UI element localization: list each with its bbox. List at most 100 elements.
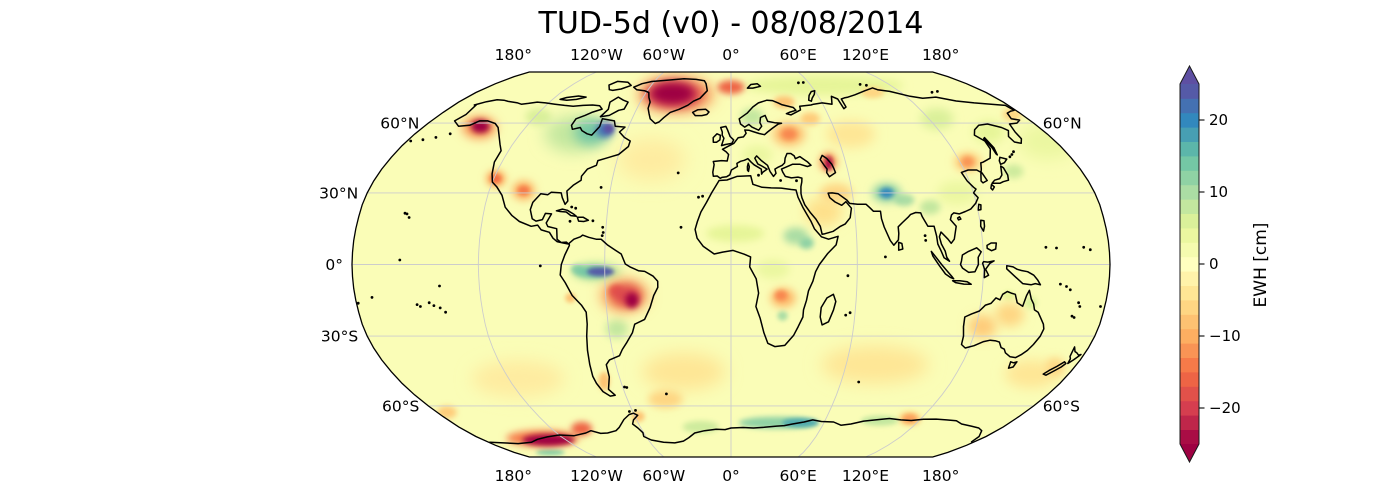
colorbar-segment (1180, 84, 1199, 99)
anomaly-texas-core (517, 185, 530, 196)
island-dot (795, 179, 798, 183)
coast-sri-lanka (897, 241, 904, 251)
coast-new-guinea (1005, 264, 1042, 286)
coast-greenland (632, 77, 709, 125)
anomaly-quebec-purple-core (603, 123, 615, 134)
island-dot (601, 231, 605, 234)
anomaly-patagonia-orange (598, 371, 610, 391)
meridian--60 (604, 72, 665, 457)
anomaly-greenland-core (651, 83, 694, 104)
lon-label-bottom: 60°E (780, 467, 817, 485)
anomaly-botswana-blue (777, 311, 788, 321)
island-dot (1008, 155, 1012, 159)
lat-label-left: 60°S (382, 397, 419, 415)
colorbar-tick-label: 10 (1209, 183, 1228, 201)
anomaly-sahel-green (706, 225, 765, 242)
colorbar-segment (1180, 386, 1199, 402)
lat-label-right: 60°S (1043, 397, 1080, 415)
island-dot (844, 313, 848, 317)
anomaly-north-atlantic-yellow (617, 138, 686, 181)
anomaly-japan-east-teal (1004, 164, 1024, 179)
island-dot (1070, 314, 1074, 318)
island-dot (848, 311, 852, 315)
lon-label-bottom: 120°W (570, 467, 623, 485)
coast-africa (694, 174, 839, 348)
island-dot (1044, 245, 1048, 249)
lon-label-top: 120°W (570, 46, 623, 64)
colorbar-segment (1180, 285, 1199, 301)
anomaly-ethiopia-teal (799, 237, 814, 249)
coast-luzon (979, 219, 986, 232)
island-dot (427, 301, 431, 305)
anomaly-australia-center-orange (995, 302, 1025, 327)
anomaly-ross-left-orange (437, 405, 457, 419)
anomaly-australia-west-orange (968, 314, 997, 339)
anomaly-field (437, 75, 1077, 456)
colorbar: 20 10 0 −10 −20 (1179, 64, 1241, 464)
island-dot (634, 409, 637, 412)
island-dot (419, 305, 422, 308)
coast-ireland (712, 133, 722, 143)
colorbar-segment (1180, 199, 1199, 214)
coast-taiwan (977, 203, 982, 211)
coast-sardinia (746, 162, 751, 173)
anomaly-west-siberia-orange (826, 120, 876, 148)
island-dot (538, 264, 542, 268)
coastlines (453, 77, 1082, 445)
lon-label-top: 180° (922, 46, 959, 64)
anomaly-caspian-core (824, 156, 833, 171)
coast-java (951, 279, 972, 286)
lon-label-bottom: 60°W (642, 467, 685, 485)
island-dot (1099, 305, 1102, 308)
meridian-60 (797, 72, 858, 457)
island-dot (857, 380, 861, 384)
colorbar-segment (1180, 98, 1199, 114)
lon-label-top: 180° (495, 46, 532, 64)
colorbar-segment (1180, 400, 1199, 416)
island-dot (936, 90, 939, 93)
coast-svalbard (746, 82, 762, 89)
coast-antarctica (489, 412, 983, 445)
lat-label-right: 60°N (1043, 115, 1082, 133)
coast-borneo (959, 247, 982, 274)
island-dot (846, 274, 850, 278)
anomaly-tasman-orange (1004, 360, 1058, 389)
island-dot (591, 219, 595, 223)
island-dot (448, 132, 452, 136)
coast-victoria-island (559, 95, 587, 101)
colorbar-segment (1180, 242, 1199, 258)
coast-honshu (991, 165, 1010, 185)
island-dot (1055, 246, 1058, 250)
lon-label-bottom: 180° (922, 467, 959, 485)
anomaly-gulf-alaska-core (471, 119, 490, 133)
colorbar-segment (1180, 372, 1199, 387)
island-dot (924, 239, 928, 242)
island-dot (415, 303, 419, 306)
coast-madagascar (819, 293, 837, 326)
island-dot (1088, 248, 1092, 252)
island-dot (865, 83, 868, 87)
coast-ellesmere (608, 80, 632, 92)
island-dot (421, 138, 425, 142)
lon-label-bottom: 120°E (842, 467, 889, 485)
island-dot (434, 136, 438, 139)
anomaly-adelie-orange (902, 414, 917, 424)
island-dot (801, 81, 805, 84)
island-dot (1059, 282, 1062, 286)
colorbar-tick-label: 0 (1209, 255, 1219, 273)
axis-labels: 180° 180° 120°W 120°W 60°W 60°W 0° 0° 60°E 60°E 12… (319, 46, 1082, 485)
coast-nz-north (1067, 346, 1082, 365)
world-map (352, 72, 1110, 457)
coast-australia (960, 289, 1045, 359)
colorbar-arrow-bottom (1180, 444, 1199, 462)
figure-title: TUD-5d (v0) - 08/08/2014 (538, 6, 924, 41)
colorbar-segment (1180, 271, 1199, 286)
island-dot (1082, 245, 1086, 249)
anomaly-angola-core (774, 290, 788, 301)
island-dot (407, 216, 411, 219)
coast-hokkaido (998, 156, 1008, 166)
meridian--120 (477, 72, 597, 457)
colorbar-segment (1180, 415, 1199, 430)
coast-iceland (691, 108, 710, 117)
